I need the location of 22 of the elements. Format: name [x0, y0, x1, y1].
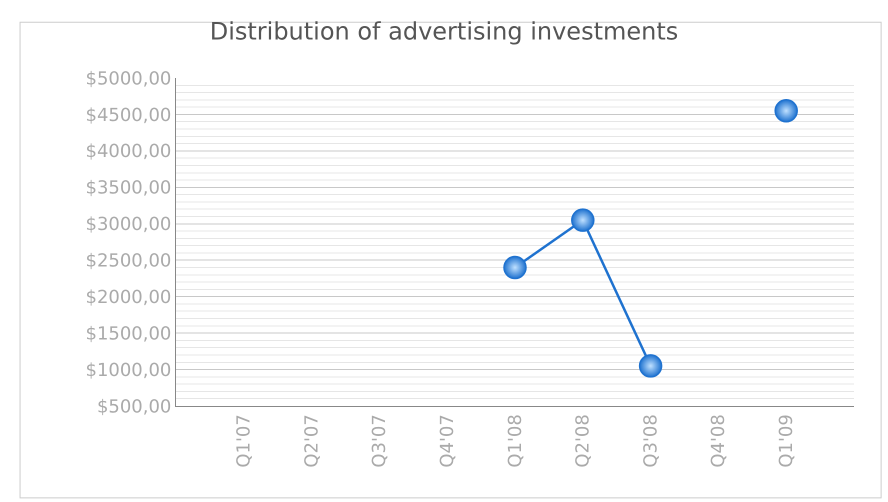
y-tick-label: $4000,00: [86, 141, 172, 162]
point: [638, 354, 662, 378]
x-tick-label: Q1'08: [504, 414, 526, 468]
y-tick-label: $2000,00: [86, 286, 172, 308]
y-tick-label: $500,00: [96, 396, 172, 418]
point: [774, 99, 798, 123]
x-tick-label: Q1'09: [776, 414, 798, 468]
y-tick-label: $3500,00: [86, 178, 172, 199]
y-tick-label: $2500,00: [86, 250, 172, 272]
y-tick-label: $3000,00: [86, 214, 172, 236]
x-tick-label: Q4'07: [437, 414, 458, 468]
x-tick-label: Q3'07: [369, 414, 390, 468]
y-tick-label: $5000,00: [86, 68, 172, 90]
x-tick-label: Q2'08: [572, 414, 594, 468]
x-tick-label: Q4'08: [708, 414, 730, 468]
y-tick-label: $4500,00: [86, 104, 172, 126]
x-tick-label: Q3'08: [640, 414, 662, 468]
chart-title: Distribution of advertising investments: [210, 17, 678, 46]
x-tick-label: Q2'07: [301, 414, 322, 468]
y-tick-label: $1500,00: [86, 323, 172, 344]
x-tick-label: Q1'07: [234, 414, 255, 468]
y-tick-label: $1000,00: [86, 360, 172, 381]
